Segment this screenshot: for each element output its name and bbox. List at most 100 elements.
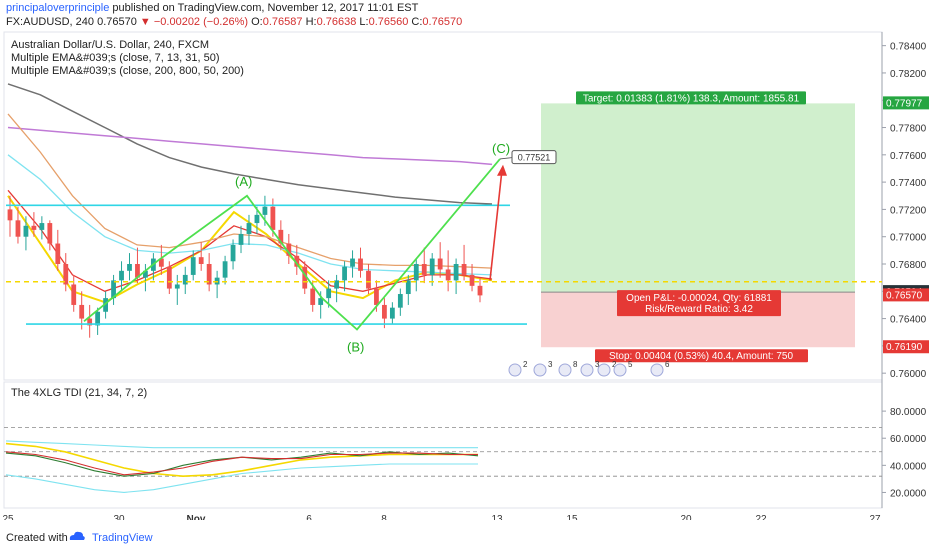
price-tick-label: 0.76800	[890, 260, 927, 271]
c-price-box	[511, 150, 557, 165]
abc-pattern-line	[83, 158, 501, 331]
time-axis-label: 25	[2, 514, 14, 520]
candle-body	[166, 266, 172, 289]
price-tick-label: 0.78200	[890, 69, 927, 80]
target-label-bg	[576, 91, 806, 105]
price-tick-label: 0.78400	[890, 42, 927, 53]
footer: Created with TradingView	[0, 524, 932, 550]
price-tag-bg	[883, 96, 929, 110]
open-value: 0.76587	[262, 16, 303, 28]
candle-body	[87, 318, 93, 326]
open-pl-label-bg	[617, 290, 781, 317]
projection-arrow-head	[497, 164, 507, 176]
event-count-label: 8	[573, 360, 578, 369]
candle-body	[318, 298, 324, 305]
candle-body	[445, 269, 451, 281]
candle-body	[413, 264, 419, 281]
price-tag-label: 0.77977	[886, 98, 923, 109]
candle-body	[310, 288, 316, 305]
candle-body	[95, 311, 101, 326]
candle-body	[334, 280, 340, 289]
event-count-label: 2	[523, 360, 528, 369]
time-axis-label: 6	[306, 514, 312, 520]
candle-body	[23, 225, 29, 237]
candle-body	[254, 214, 260, 224]
candle-body	[47, 223, 53, 244]
time-axis-label: 15	[566, 514, 578, 520]
candle-body	[198, 257, 204, 264]
candle-body	[174, 284, 180, 289]
candle-body	[270, 206, 276, 230]
time-axis-label: 13	[491, 514, 503, 520]
event-flag-icon	[597, 363, 611, 377]
legend-ema-2: Multiple EMA&#039;s (close, 200, 800, 50…	[11, 65, 244, 77]
open-pl-label: Open P&L: -0.00024, Qty: 61881	[626, 293, 772, 304]
low-value: 0.76560	[368, 16, 409, 28]
high-value: 0.76638	[316, 16, 357, 28]
time-axis-label: 22	[755, 514, 767, 520]
candle-body	[469, 274, 475, 286]
candle-body	[405, 280, 411, 295]
candle-body	[63, 264, 69, 285]
time-axis-label: 8	[381, 514, 387, 520]
candle-body	[111, 280, 116, 299]
long-ema-line-2	[7, 126, 493, 166]
candle-body	[389, 307, 395, 319]
event-flag-icon	[650, 363, 664, 377]
price-tick-label: 0.77800	[890, 124, 927, 135]
indicator-line-3	[5, 463, 478, 493]
event-count-label: 2	[612, 360, 617, 369]
close-value: 0.76570	[422, 16, 463, 28]
price-change: ▼ −0.00202 (−0.26%)	[139, 16, 249, 28]
indicator-line-5	[5, 451, 478, 476]
event-flag-icon	[533, 363, 547, 377]
open-label: O:	[251, 16, 263, 28]
candle-body	[286, 243, 292, 256]
candle-body	[437, 258, 443, 270]
publish-info: principaloverprinciple published on Trad…	[6, 2, 418, 14]
price-tick-label: 0.77600	[890, 151, 927, 162]
price-tick-label: 0.76000	[890, 369, 927, 380]
publish-text: published on TradingView.com, November 1…	[112, 2, 419, 14]
author-link[interactable]: principaloverprinciple	[6, 2, 110, 14]
candle-body	[182, 274, 188, 285]
candle-body	[39, 223, 45, 230]
event-count-label: 3	[595, 360, 600, 369]
candle-body	[222, 261, 228, 278]
price-tag-bg	[883, 340, 929, 354]
event-flag-icon	[613, 363, 627, 377]
time-axis-label: 30	[113, 514, 125, 520]
candle-body	[262, 206, 268, 215]
time-axis-label: 20	[680, 514, 692, 520]
price-tick-label: 0.76400	[890, 315, 927, 326]
tradingview-brand[interactable]: TradingView	[92, 532, 153, 544]
time-axis-label: Nov	[187, 514, 206, 520]
candle-body	[477, 285, 483, 296]
candle-body	[397, 294, 403, 308]
indicator-tick-label: 40.0000	[890, 461, 927, 472]
price-tick-label: 0.77000	[890, 233, 927, 244]
candle-body	[302, 266, 308, 289]
candle-body	[119, 270, 124, 281]
last-price: 0.76570	[97, 16, 137, 28]
close-label: C:	[411, 16, 423, 28]
price-tick-label: 0.77400	[890, 178, 927, 189]
price-tag-bg	[883, 288, 929, 302]
candle-body	[238, 233, 244, 245]
candle-body	[103, 298, 108, 312]
legend-title: Australian Dollar/U.S. Dollar, 240, FXCM	[11, 39, 209, 51]
c-price-label: 0.77521	[518, 153, 551, 163]
target-label: Target: 0.01383 (1.81%) 138.3, Amount: 1…	[583, 93, 800, 104]
price-chart[interactable]: (A) (B) (C) 0.77521 Target: 0.01383 (1.81%) …	[0, 0, 932, 520]
candle-body	[461, 264, 467, 275]
indicator-title: The 4XLG TDI (21, 34, 7, 2)	[11, 387, 147, 399]
pattern-label-b: (B)	[347, 340, 364, 355]
candle-body	[374, 288, 379, 305]
indicator-tick-label: 20.0000	[890, 488, 927, 499]
price-tag-label: 0.76190	[886, 342, 923, 353]
c-price-pointer	[499, 157, 513, 160]
candle-body	[366, 270, 371, 289]
candle-body	[143, 270, 148, 278]
low-label: L:	[359, 16, 369, 28]
candle-body	[382, 304, 387, 319]
